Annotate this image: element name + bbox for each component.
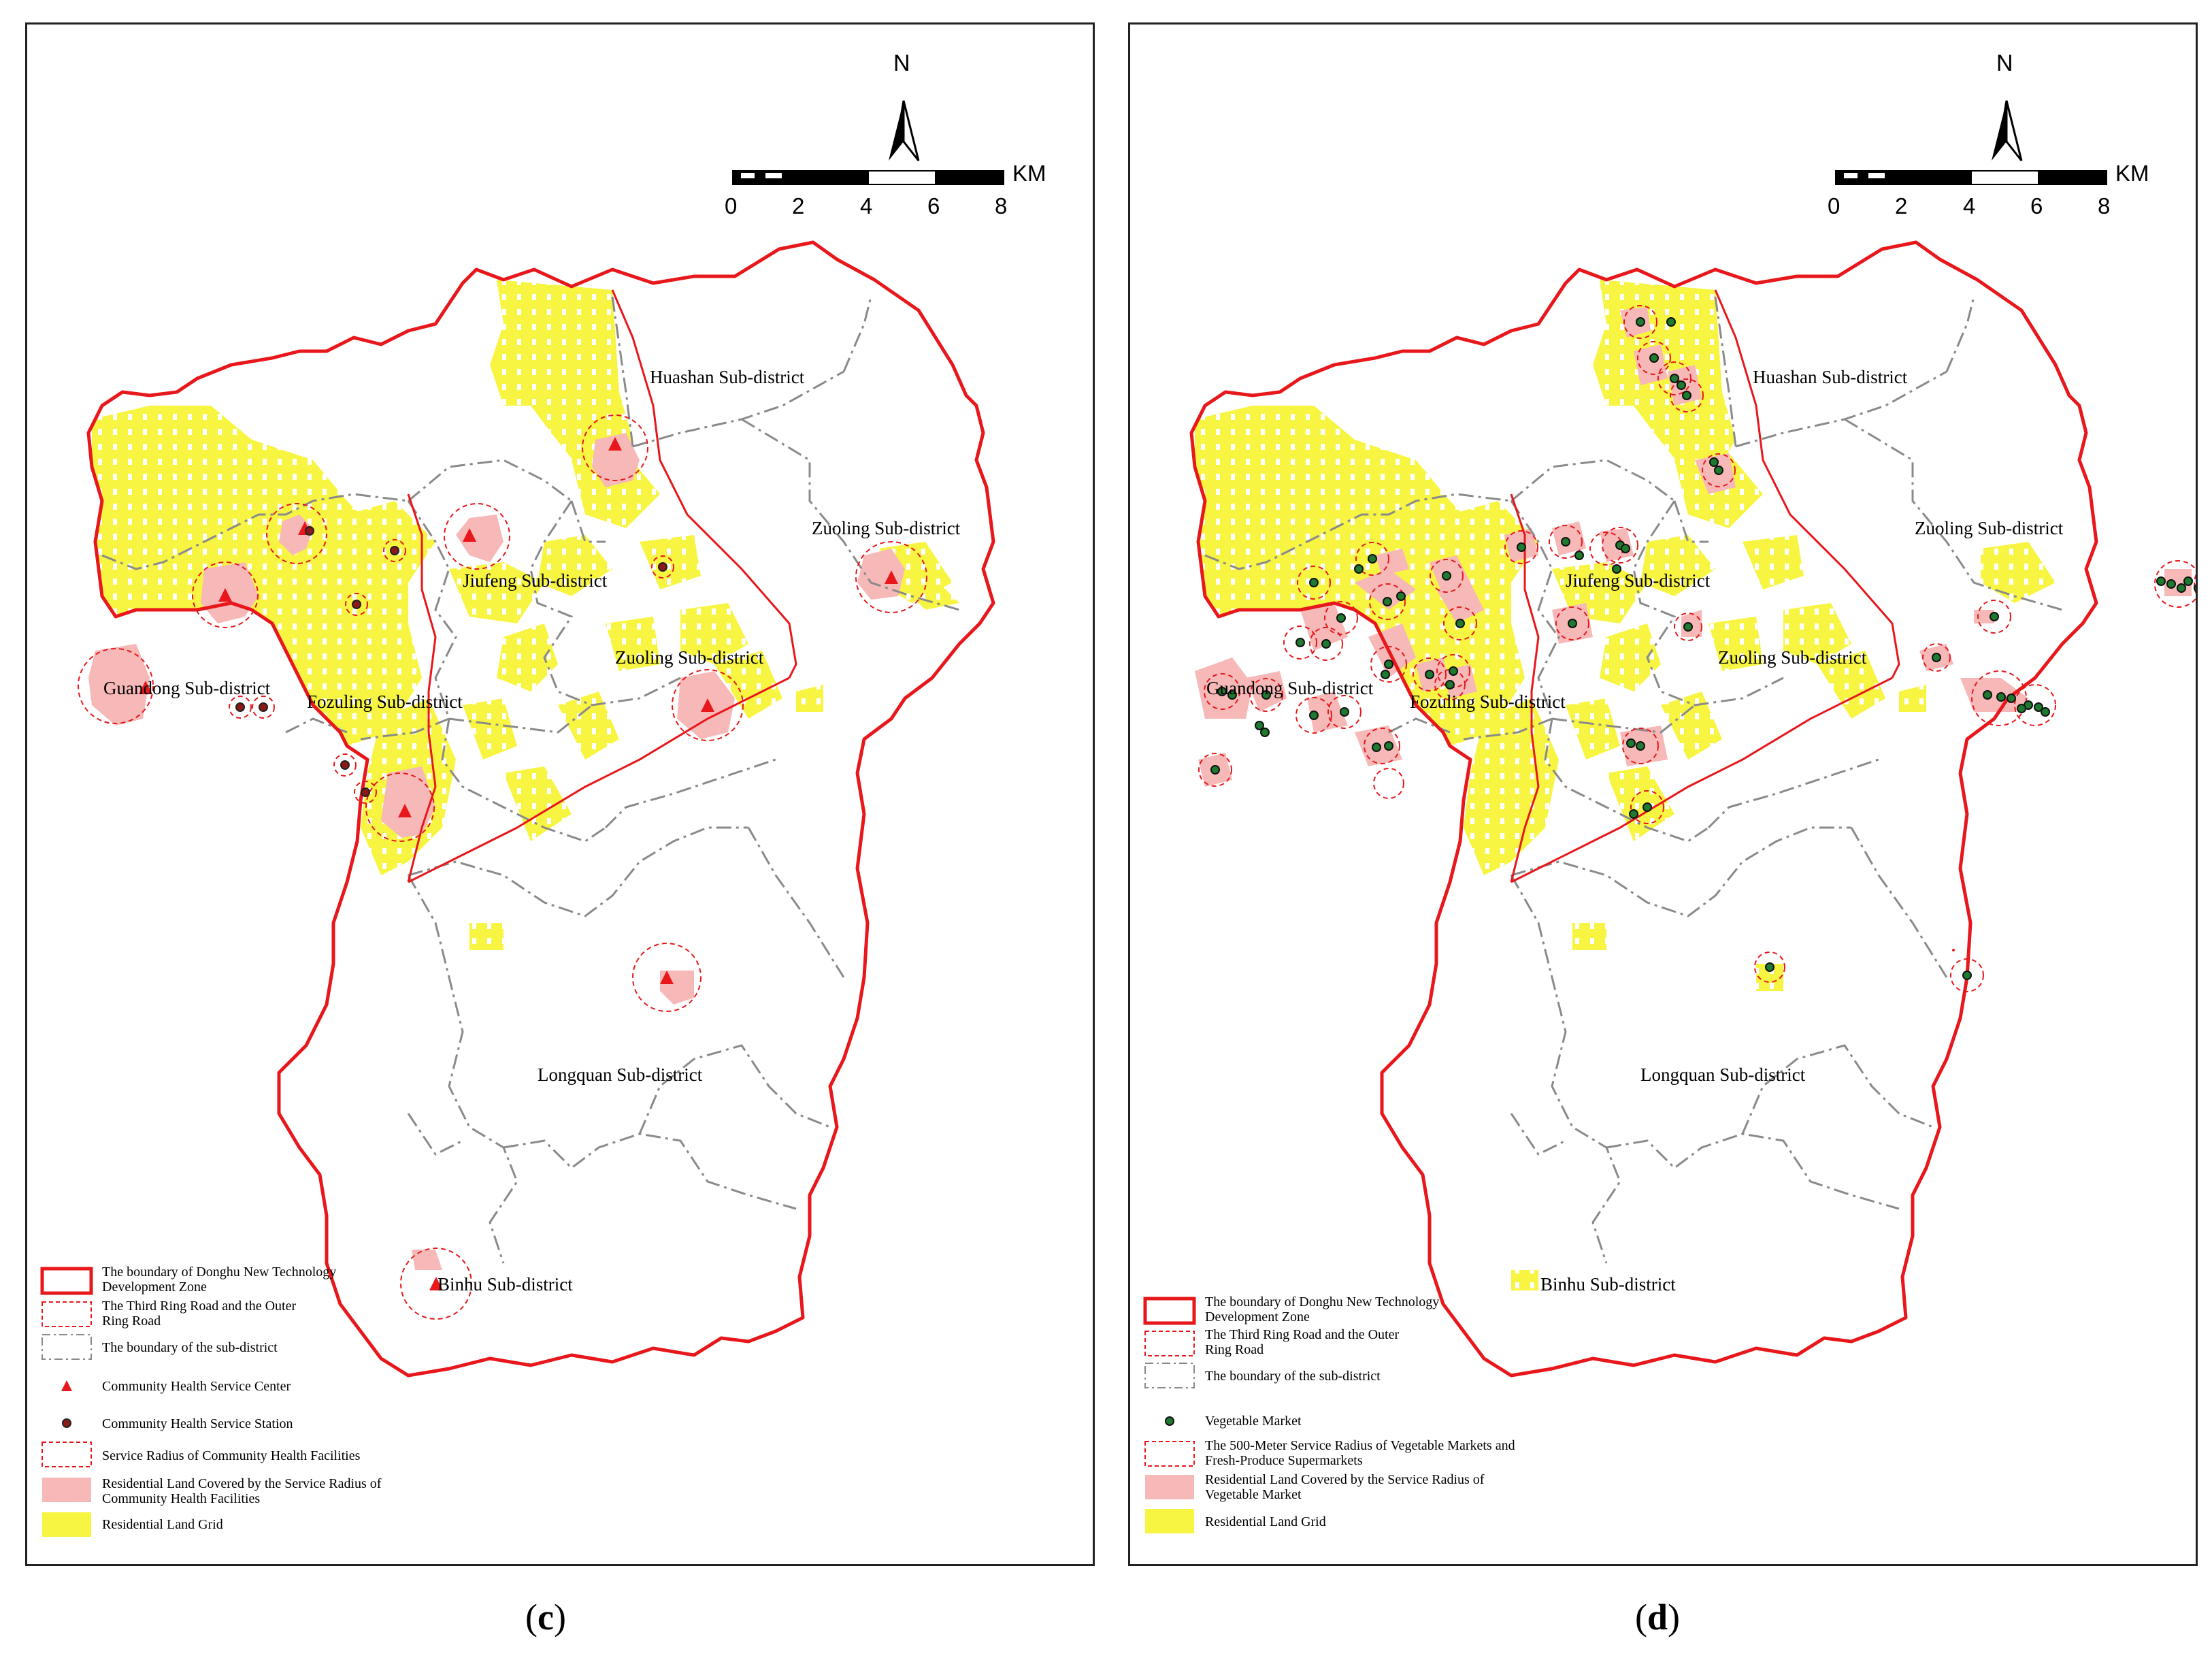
label-zuoling-east: Zuoling Sub-district xyxy=(812,518,961,538)
scale-tick-0: 0 xyxy=(725,193,738,218)
legend-subdistrict-label: The boundary of the sub-district xyxy=(102,1340,278,1355)
legend-covered-label: Residential Land Covered by the Service … xyxy=(102,1476,382,1506)
vegetable-markets-d xyxy=(1210,317,2196,980)
health-stations-c xyxy=(235,526,667,797)
zone-boundary-c xyxy=(86,240,995,1378)
legend-market-label: Vegetable Market xyxy=(1205,1414,1302,1429)
label-zuoling-central: Zuoling Sub-district xyxy=(1718,647,1867,668)
caption-d: (d) xyxy=(1635,1597,1681,1638)
legend-symbols-c xyxy=(40,1267,93,1537)
label-jiufeng: Jiufeng Sub-district xyxy=(1566,570,1711,591)
legend-station-label: Community Health Service Station xyxy=(102,1416,293,1431)
legend-subdistrict-label: The boundary of the sub-district xyxy=(1205,1369,1381,1384)
label-jiufeng: Jiufeng Sub-district xyxy=(463,570,608,591)
label-guandong: Guandong Sub-district xyxy=(1206,678,1374,698)
label-huashan: Huashan Sub-district xyxy=(1753,367,1908,387)
subdistrict-boundaries-d xyxy=(1204,296,2063,1264)
legend-boundary-label: The boundary of Donghu New Technology De… xyxy=(102,1265,337,1295)
north-arrow-icon xyxy=(1992,100,2023,161)
north-label: N xyxy=(1996,50,2013,76)
map-canvas-d xyxy=(1143,100,2196,1533)
label-longquan: Longquan Sub-district xyxy=(1640,1064,1806,1085)
label-fozuling: Fozuling Sub-district xyxy=(1410,691,1566,712)
north-arrow-icon xyxy=(889,100,920,161)
map-panel-d: N KM 0 2 4 6 8 Huashan Sub-district Zuol… xyxy=(1128,22,2198,1566)
legend-grid-label: Residential Land Grid xyxy=(1205,1514,1326,1529)
service-radius-c xyxy=(78,414,927,1320)
scale-tick-2: 2 xyxy=(1895,193,1908,218)
scale-tick-2: 2 xyxy=(792,193,805,218)
map-canvas-c xyxy=(40,100,1004,1537)
subdistrict-boundaries-c xyxy=(101,296,960,1264)
scale-bar xyxy=(732,170,1004,185)
scale-tick-8: 8 xyxy=(995,193,1008,218)
label-zuoling-central: Zuoling Sub-district xyxy=(615,647,764,668)
zone-boundary-d xyxy=(1189,240,2098,1378)
scale-bar xyxy=(1835,170,2107,185)
label-guandong: Guandong Sub-district xyxy=(103,678,271,698)
residential-land-d xyxy=(1191,280,2056,1290)
north-label: N xyxy=(893,50,910,76)
scale-tick-6: 6 xyxy=(2030,193,2043,218)
scale-tick-0: 0 xyxy=(1828,193,1840,218)
scale-tick-8: 8 xyxy=(2098,193,2111,218)
health-centers-c xyxy=(139,437,898,1290)
label-fozuling: Fozuling Sub-district xyxy=(307,691,463,712)
label-zuoling-east: Zuoling Sub-district xyxy=(1915,518,2064,538)
caption-c-letter: c xyxy=(537,1597,554,1638)
map-panel-c: N KM 0 2 4 6 8 Huashan Sub-district Zuol… xyxy=(25,22,1095,1566)
legend-ring-label: The Third Ring Road and the Outer Ring R… xyxy=(1205,1327,1400,1357)
scale-unit: KM xyxy=(1012,161,1046,186)
legend-covered-label: Residential Land Covered by the Service … xyxy=(1205,1472,1485,1502)
label-huashan: Huashan Sub-district xyxy=(650,367,805,387)
ring-roads-c xyxy=(407,289,797,883)
legend-radius-label: Service Radius of Community Health Facil… xyxy=(102,1448,361,1463)
legend-symbols-d xyxy=(1143,1297,1196,1533)
caption-c: (c) xyxy=(525,1597,566,1638)
legend-grid-label: Residential Land Grid xyxy=(102,1517,223,1532)
scale-unit: KM xyxy=(2115,161,2149,186)
scale-tick-4: 4 xyxy=(1963,193,1976,218)
label-longquan: Longquan Sub-district xyxy=(538,1064,703,1085)
caption-d-letter: d xyxy=(1647,1597,1668,1638)
legend-boundary-label: The boundary of Donghu New Technology De… xyxy=(1205,1295,1440,1324)
service-radius-d xyxy=(1198,305,2196,992)
ring-roads-d xyxy=(1510,289,1900,883)
legend-ring-label: The Third Ring Road and the Outer Ring R… xyxy=(102,1299,297,1329)
scale-tick-6: 6 xyxy=(927,193,940,218)
label-binhu: Binhu Sub-district xyxy=(438,1274,573,1295)
label-binhu: Binhu Sub-district xyxy=(1540,1274,1676,1295)
legend-radius-label: The 500-Meter Service Radius of Vegetabl… xyxy=(1205,1438,1515,1468)
scale-tick-4: 4 xyxy=(860,193,873,218)
legend-center-label: Community Health Service Center xyxy=(102,1379,291,1394)
